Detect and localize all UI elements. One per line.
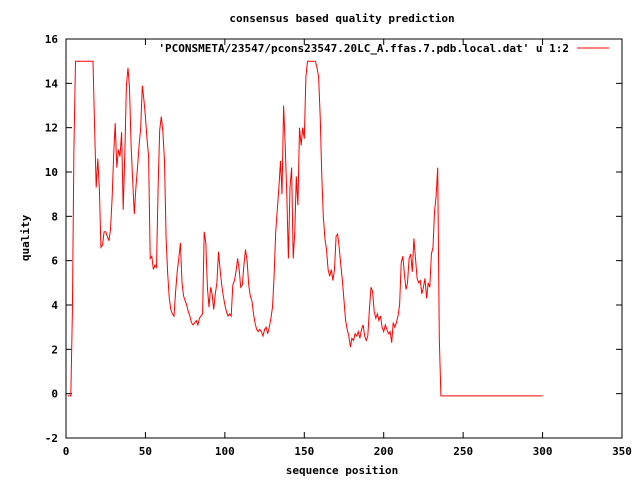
chart-title: consensus based quality prediction — [229, 12, 454, 25]
y-axis-label: quality — [19, 214, 32, 261]
y-tick-label: 6 — [51, 255, 58, 268]
y-tick-label: 16 — [45, 33, 59, 46]
x-tick-label: 350 — [612, 445, 632, 458]
legend-entry-label: 'PCONSMETA/23547/pcons23547.20LC_A.ffas.… — [158, 42, 569, 55]
x-tick-label: 100 — [215, 445, 235, 458]
series-line-quality — [67, 60, 543, 397]
y-tick-label: 4 — [51, 299, 58, 312]
y-tick-label: 8 — [51, 210, 58, 223]
x-tick-label: 50 — [139, 445, 152, 458]
ticks-layer: 0 50 100 150 200 250 300 350 -2 0 2 4 6 8 10 12 14 16 — [45, 33, 632, 458]
y-tick-label: 14 — [45, 77, 59, 90]
x-tick-label: 250 — [453, 445, 473, 458]
x-tick-label: 0 — [63, 445, 70, 458]
x-tick-label: 300 — [533, 445, 553, 458]
x-axis-label: sequence position — [286, 464, 399, 477]
legend: 'PCONSMETA/23547/pcons23547.20LC_A.ffas.… — [158, 42, 609, 55]
y-tick-label: 2 — [51, 343, 58, 356]
x-tick-label: 150 — [294, 445, 314, 458]
y-tick-label: 12 — [45, 122, 58, 135]
y-tick-label: 0 — [51, 388, 58, 401]
x-tick-label: 200 — [374, 445, 394, 458]
plot-frame — [65, 38, 623, 439]
y-tick-label: -2 — [45, 432, 58, 445]
y-tick-label: 10 — [45, 166, 58, 179]
